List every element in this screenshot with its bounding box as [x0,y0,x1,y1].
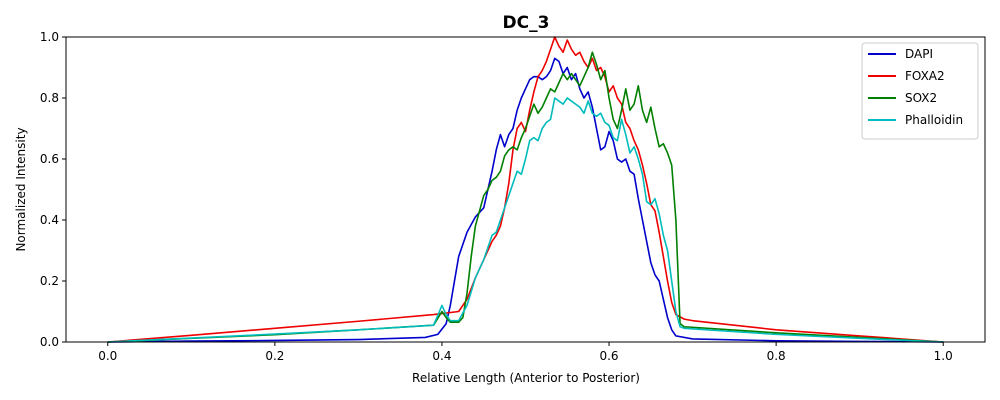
y-axis: 0.0 0.2 0.4 0.6 0.8 1.0 [40,30,66,349]
series-line-sox2 [107,51,944,343]
x-tick-label: 0.0 [98,349,117,363]
legend-label-phalloidin: Phalloidin [905,113,963,127]
series-line-foxa2 [107,36,944,343]
y-tick-label: 0.0 [40,335,59,349]
chart-title: DC_3 [503,13,550,33]
x-axis-label: Relative Length (Anterior to Posterior) [412,371,640,385]
x-tick-label: 0.2 [265,349,284,363]
x-tick-label: 0.6 [599,349,618,363]
series-lines [107,36,944,343]
x-axis: 0.0 0.2 0.4 0.6 0.8 1.0 [98,342,953,363]
y-tick-label: 0.6 [40,152,59,166]
x-tick-label: 0.8 [767,349,786,363]
series-line-phalloidin [107,97,944,343]
y-tick-label: 1.0 [40,30,59,44]
x-tick-label: 0.4 [432,349,451,363]
legend-label-dapi: DAPI [905,47,933,61]
axes-frame [65,36,986,343]
y-tick-label: 0.4 [40,213,59,227]
y-tick-label: 0.2 [40,274,59,288]
legend: DAPI FOXA2 SOX2 Phalloidin [861,42,979,140]
y-axis-label: Normalized Intensity [14,127,28,251]
legend-label-sox2: SOX2 [905,91,937,105]
x-tick-label: 1.0 [934,349,953,363]
legend-box [861,42,979,140]
y-tick-label: 0.8 [40,91,59,105]
legend-label-foxa2: FOXA2 [905,69,945,83]
series-line-dapi [107,57,944,343]
